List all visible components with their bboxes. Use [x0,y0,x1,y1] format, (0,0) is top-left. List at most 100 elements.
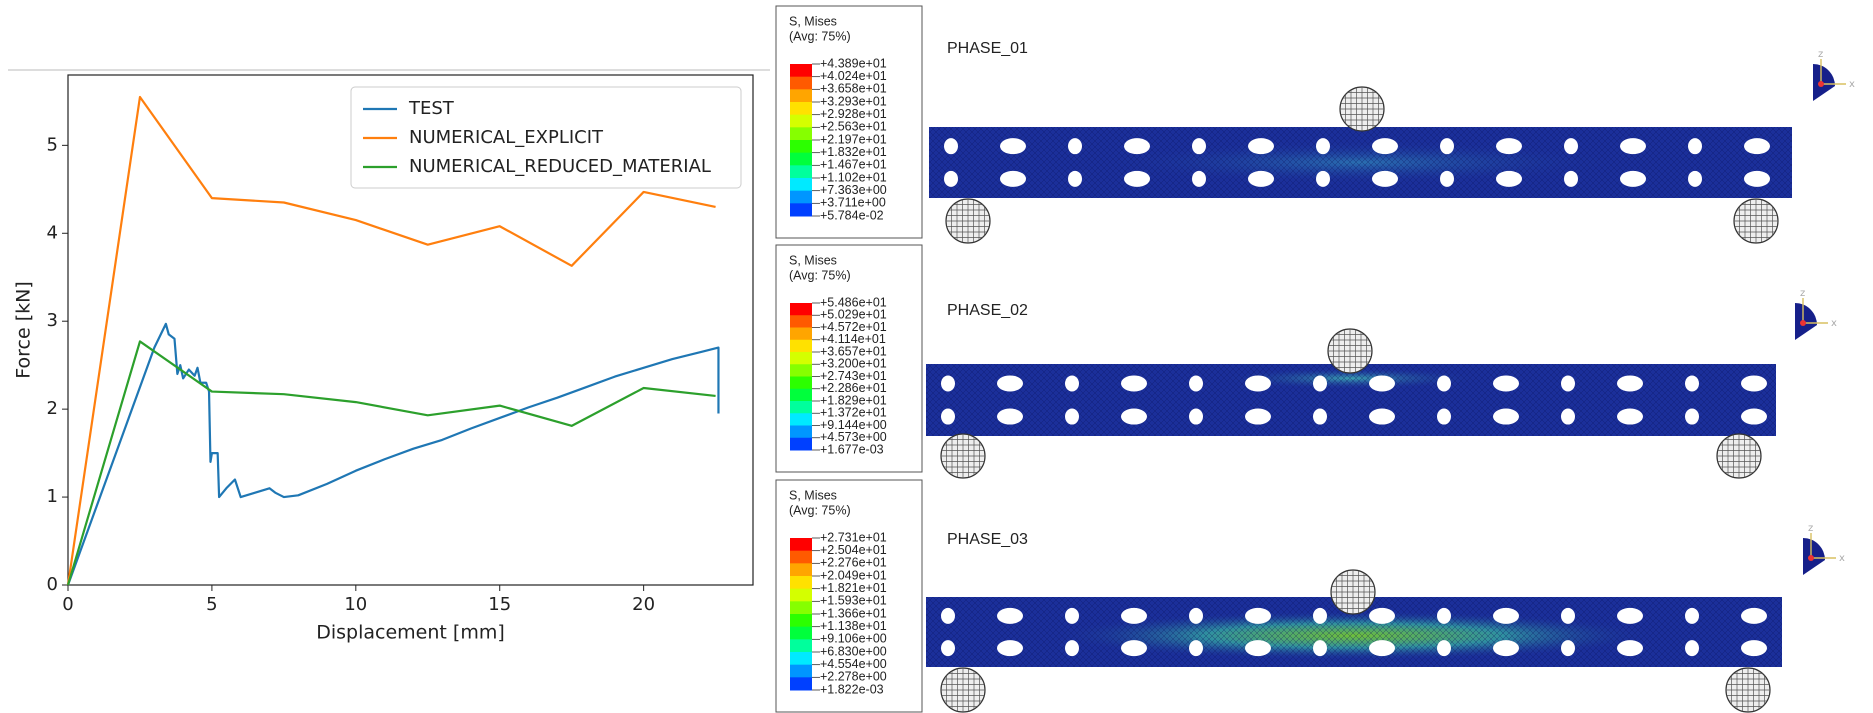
beam-hole [1685,375,1699,392]
contour-level: +2.743e+01 [820,369,887,383]
contour-band [790,652,812,666]
beam-hole [1561,375,1575,392]
beam-hole [1065,375,1079,392]
contour-band [790,413,812,426]
contour-legend-subtitle: (Avg: 75%) [789,29,851,43]
axis-triad [1813,64,1835,101]
y-tick-label: 0 [47,574,58,595]
beam-hole [1121,408,1147,425]
beam-hole [1245,607,1271,624]
contour-band [790,190,812,204]
beam-hole [1000,170,1026,187]
roller [1339,86,1385,132]
beam-hole [1000,138,1026,155]
triad-label: z [1808,523,1813,534]
contour-band [790,425,812,439]
contour-level: +1.829e+01 [820,393,887,407]
beam-hole [997,375,1023,392]
legend-entry: NUMERICAL_EXPLICIT [409,127,604,148]
contour-level: +4.554e+00 [820,657,887,671]
legend-entry: NUMERICAL_REDUCED_MATERIAL [409,156,711,177]
contour-band [790,102,812,116]
contour-band [790,178,812,192]
contour-level: +4.572e+01 [820,320,887,334]
contour-level: +2.276e+01 [820,556,887,570]
beam-hole [1744,170,1770,187]
contour-band [790,327,812,341]
triad-label: x [1839,553,1845,564]
x-tick-label: 15 [488,594,511,615]
beam-hole [1189,408,1203,425]
contour-band [790,588,812,602]
beam-hole [1688,138,1702,155]
phase-label: PHASE_02 [947,302,1028,319]
contour-level: +2.928e+01 [820,107,887,121]
x-tick-label: 20 [632,594,655,615]
contour-band [790,76,812,90]
roller [1327,328,1373,374]
beam-hole [997,640,1023,657]
contour-level: +4.114e+01 [820,332,886,346]
beam-hole [1316,138,1330,155]
contour-band [790,437,812,451]
beam-hole [1068,170,1082,187]
x-tick-label: 0 [62,594,73,615]
contour-legend-subtitle: (Avg: 75%) [789,268,851,282]
beam-hole [1121,607,1147,624]
contour-band [790,576,812,590]
beam-hole [1248,138,1274,155]
beam-hole [1561,408,1575,425]
y-tick-label: 4 [47,222,58,243]
contour-level: +1.138e+01 [820,619,887,633]
beam-hole [1189,640,1203,657]
beam-hole [1372,170,1398,187]
beam-hole [1369,408,1395,425]
contour-level: +3.200e+01 [820,357,887,371]
contour-level: +3.657e+01 [820,344,887,358]
contour-legend-subtitle: (Avg: 75%) [789,503,851,517]
series-line [66,95,716,586]
triad-label: z [1800,288,1805,299]
beam-hole [941,375,955,392]
contour-band [790,550,812,564]
contour-level: +2.563e+01 [820,120,887,134]
contour-band [790,626,812,640]
triad-label: x [1831,318,1837,329]
contour-level: +5.029e+01 [820,308,887,322]
contour-band [790,352,812,365]
contour-level: +2.278e+00 [820,670,887,684]
beam-hole [1437,640,1451,657]
contour-band [790,563,812,577]
contour-band [790,152,812,166]
beam-hole [1685,607,1699,624]
beam-hole [1313,640,1327,657]
beam-hole [1121,640,1147,657]
y-axis-label: Force [kN] [13,281,35,379]
contour-level: +4.389e+01 [820,56,887,70]
roller [1330,569,1376,615]
beam-hole [1617,640,1643,657]
y-tick-label: 1 [47,486,58,507]
contour-band [790,303,812,316]
x-tick-label: 5 [206,594,217,615]
beam-hole [1437,375,1451,392]
beam-hole [1189,375,1203,392]
beam-hole [1437,408,1451,425]
phase-label: PHASE_01 [947,40,1028,57]
beam-hole [1561,640,1575,657]
roller [1716,433,1762,479]
triad-origin [1808,555,1814,561]
axis-triad [1803,538,1825,575]
beam-hole [941,408,955,425]
beam-hole [1313,375,1327,392]
contour-band [790,203,812,217]
beam-hole [1496,138,1522,155]
beam-hole [1685,640,1699,657]
beam-hole [1561,607,1575,624]
triad-label: z [1818,49,1823,60]
beam-hole [1496,170,1522,187]
beam-hole [1245,375,1271,392]
contour-level: +4.573e+00 [820,430,887,444]
beam-hole [1741,375,1767,392]
